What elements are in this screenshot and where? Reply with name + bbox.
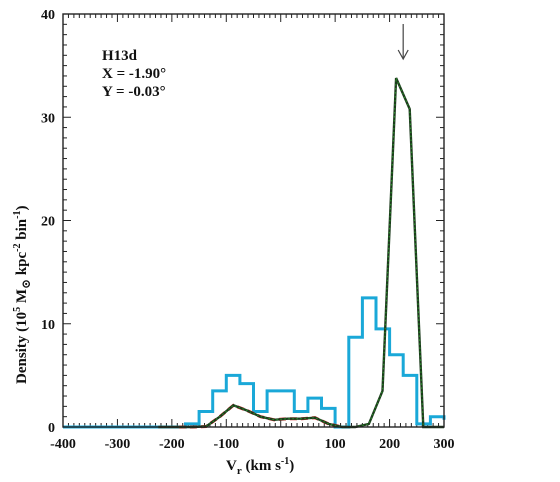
y-axis-title-a: Density (10 [14, 312, 30, 384]
x-tick-label: 200 [379, 437, 400, 452]
y-axis-title-sup1: 5 [12, 307, 23, 312]
y-axis-title-sup2: -2 [12, 244, 23, 252]
y-tick-label: 40 [41, 8, 55, 23]
x-tick-label: 300 [434, 437, 455, 452]
x-tick-label: -200 [159, 437, 185, 452]
y-axis-title-c: kpc [14, 252, 30, 279]
series-group [63, 77, 446, 429]
x-axis-title: Vr (km s-1) [226, 456, 294, 477]
series-line-dotted [158, 77, 444, 428]
x-axis-title-sup: -1 [281, 456, 289, 467]
annotation-x: X = -1.90° [102, 66, 166, 82]
arrow-marker [397, 24, 409, 61]
annotation-y: Y = -0.03° [102, 84, 166, 100]
x-tick-label: -300 [105, 437, 131, 452]
tick-labels: -400 -300 -200 -100 0 100 200 300 0 10 20 30 40 [41, 8, 455, 452]
x-tick-label: -400 [50, 437, 76, 452]
y-axis-title-sub: ⊙ [19, 279, 33, 289]
y-tick-label: 10 [41, 318, 55, 333]
y-axis-title-e: ) [14, 206, 30, 211]
x-tick-label: 0 [277, 437, 284, 452]
x-axis-title-end: ) [289, 458, 294, 474]
x-axis-title-rest: (km s [242, 458, 281, 474]
plot-frame [62, 13, 445, 428]
y-axis-title-b: M [14, 289, 30, 307]
y-tick-label: 20 [41, 215, 55, 230]
x-axis-title-sub: r [237, 465, 242, 477]
y-axis-title-sup3: -1 [12, 211, 23, 219]
y-axis-title: Density (105 M⊙ kpc-2 bin-1) [12, 206, 33, 384]
y-tick-label: 30 [41, 111, 55, 126]
y-axis-title-d: bin [14, 218, 30, 243]
x-tick-label: 100 [325, 437, 346, 452]
x-axis-title-main: V [226, 458, 237, 474]
x-tick-label: -100 [213, 437, 239, 452]
series-line-solid [158, 77, 444, 429]
annotation-name: H13d [102, 48, 138, 64]
y-tick-label: 0 [48, 421, 55, 436]
arrow-head [397, 49, 409, 61]
